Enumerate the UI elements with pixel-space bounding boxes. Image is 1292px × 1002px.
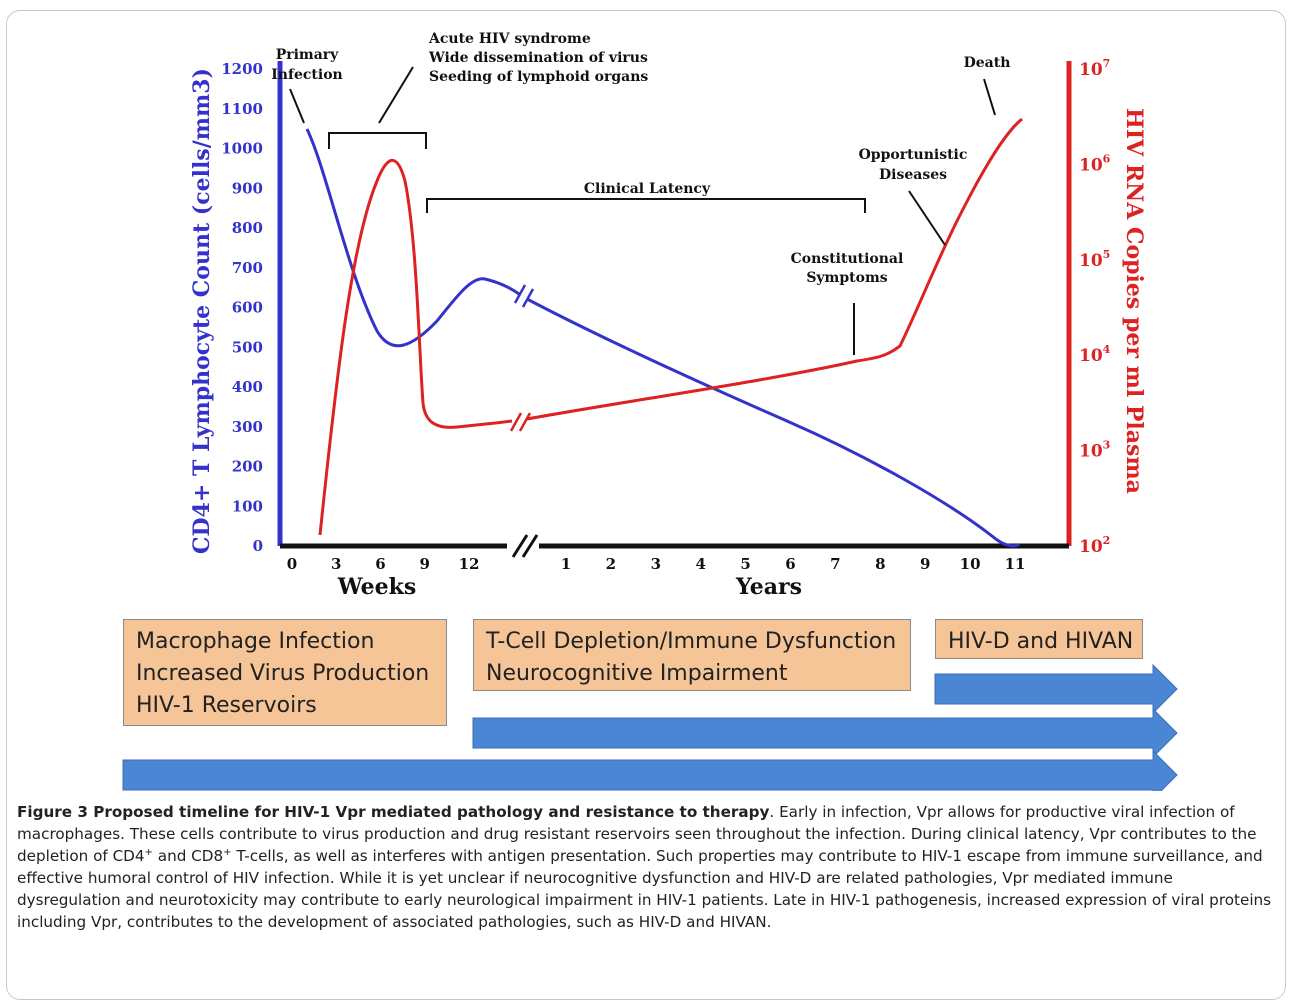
right-tick-exponent: 6 [1103,152,1111,165]
left-tick-label: 200 [232,458,263,476]
right-axis-title: HIV RNA Copies per ml Plasma [1121,108,1147,494]
x-axis-title-years: Years [735,574,802,600]
annotation-acute: Wide dissemination of virus [428,50,648,66]
x-tick-year: 5 [740,555,750,573]
left-tick-label: 900 [232,179,263,197]
caption-sup: + [223,846,232,858]
left-axis-title: CD4+ T Lymphocyte Count (cells/mm3) [189,68,215,554]
cd4-curve [305,128,1021,548]
caption-text: . Early in infection, Vpr allows for pro… [17,803,1257,865]
left-tick-label: 500 [232,338,263,356]
phase-line: Neurocognitive Impairment [486,661,788,686]
right-tick-label: 103 [1079,439,1110,462]
x-tick-year: 3 [651,555,661,573]
left-tick-label: 600 [232,299,263,317]
chart-annotations: Primary Infection Acute HIV syndrome Wide d… [271,31,1010,355]
x-tick-year: 2 [606,555,616,573]
x-tick-week: 0 [287,555,297,573]
left-tick-label: 400 [232,378,263,396]
annotation-leader [289,88,305,124]
annotation-opportunistic: Opportunistic [859,147,968,163]
x-tick-year: 8 [875,555,885,573]
x-tick-week: 12 [459,555,480,573]
annotation-primary: Infection [271,67,342,83]
x-axis-title-weeks: Weeks [337,574,417,600]
left-y-ticks: 0 100 200 300 400 500 600 700 800 900 1000 1100 1200… [189,60,263,555]
x-tick-year: 4 [695,555,705,573]
x-tick-year: 1 [561,555,571,573]
rna-break-mark [509,412,532,432]
chart-axes [277,61,1072,558]
right-tick-label: 106 [1079,152,1111,175]
acute-bracket [328,132,427,149]
annotation-leader [378,66,414,124]
x-tick-week: 6 [375,555,385,573]
annotation-acute: Seeding of lymphoid organs [429,69,648,85]
x-tick-year: 7 [830,555,840,573]
annotation-opportunistic: Diseases [879,167,947,183]
right-tick-exponent: 3 [1103,439,1111,452]
x-tick-year: 11 [1005,555,1026,573]
annotation-leader [983,78,996,116]
rna-curve [318,117,1023,536]
right-tick-exponent: 5 [1103,248,1111,261]
annotation-death: Death [964,55,1011,71]
x-tick-year: 10 [960,555,981,573]
caption-sup: + [144,846,153,858]
left-tick-label: 0 [253,537,263,555]
x-tick-week: 9 [420,555,430,573]
right-tick-label: 102 [1079,534,1110,557]
left-tick-label: 100 [232,497,263,515]
left-tick-label: 1200 [221,60,263,78]
phase-line: HIV-1 Reservoirs [136,693,317,718]
left-tick-label: 800 [232,219,263,237]
right-tick-exponent: 7 [1103,57,1111,70]
right-y-ticks: 102 103 104 105 106 107 HIV RNA Copies per ml … [1079,57,1147,557]
latency-bracket [426,198,866,213]
right-tick-label: 104 [1079,343,1111,366]
right-tick-label: 107 [1079,57,1110,80]
chart-curves [305,117,1023,548]
x-tick-year: 9 [920,555,930,573]
left-tick-label: 700 [232,259,263,277]
x-tick-week: 3 [331,555,341,573]
left-tick-label: 1100 [221,100,263,118]
left-tick-label: 1000 [221,140,263,158]
arrow-latency-phase [472,707,1178,759]
annotation-latency: Clinical Latency [584,181,711,197]
right-tick-label: 105 [1079,248,1110,271]
annotation-primary: Primary [276,47,339,63]
phase-box-late: HIV-D and HIVAN [935,619,1143,659]
x-tick-year: 6 [785,555,795,573]
axis-break-mark [511,534,539,558]
phase-line: Increased Virus Production [136,661,430,686]
phase-line: T-Cell Depletion/Immune Dysfunction [486,629,897,654]
phase-line: HIV-D and HIVAN [948,629,1134,654]
caption-title: Figure 3 Proposed timeline for HIV-1 Vpr… [17,803,770,821]
figure-caption: Figure 3 Proposed timeline for HIV-1 Vpr… [17,801,1277,933]
cd4-break-mark [513,284,535,308]
phase-box-early: Macrophage Infection Increased Virus Pro… [123,619,447,726]
annotation-constitutional: Symptoms [806,270,887,286]
annotation-leader [908,190,946,246]
annotation-acute: Acute HIV syndrome [428,31,591,47]
caption-text: T-cells, as well as interferes with anti… [17,847,1272,931]
phase-arrows [122,663,1178,791]
caption-text: and CD8 [152,847,224,865]
right-tick-exponent: 2 [1103,534,1111,547]
phase-box-latency: T-Cell Depletion/Immune Dysfunction Neur… [473,619,911,691]
arrow-early-phase [122,749,1178,791]
arrow-late-phase [934,663,1178,715]
timeline-chart: 0100200300400500600700800900100011001200… [122,31,1178,791]
figure-frame: 0 100 200 300 400 500 600 700 800 900 1000 1100 1200… [6,10,1286,1000]
left-tick-label: 300 [232,418,263,436]
right-tick-exponent: 4 [1103,343,1111,356]
phase-line: Macrophage Infection [136,629,375,654]
annotation-constitutional: Constitutional [791,251,904,267]
